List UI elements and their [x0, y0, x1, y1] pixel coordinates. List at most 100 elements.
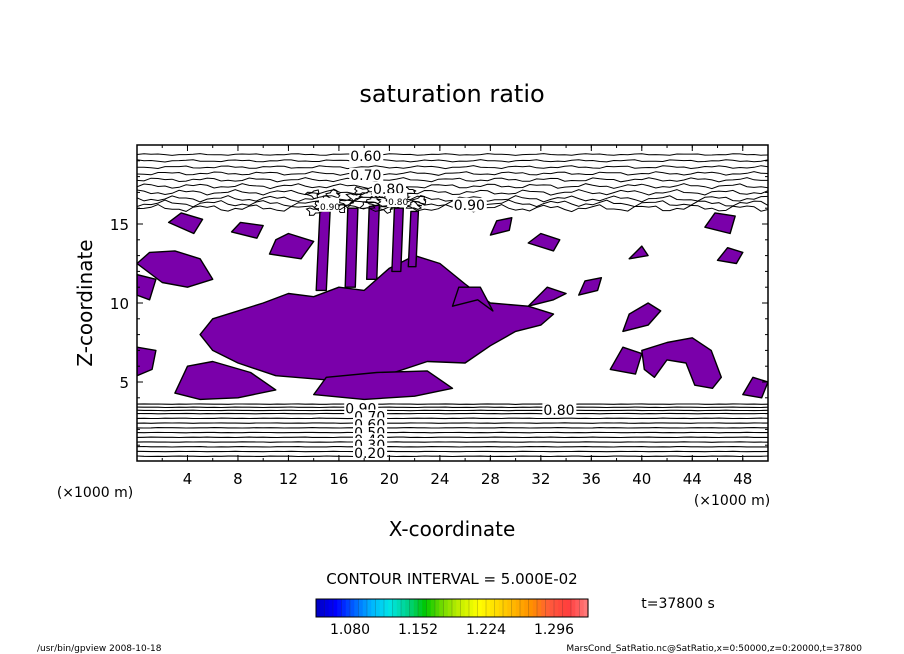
y-tick-label: 10: [110, 295, 129, 313]
colorbar-cell: [545, 599, 551, 617]
colorbar-cell: [396, 599, 402, 617]
x-unit-label-left: (×1000 m): [57, 485, 133, 501]
x-tick-label: 40: [632, 470, 651, 488]
colorbar-cell: [571, 599, 576, 617]
supersaturation-region: [628, 245, 649, 260]
colorbar-cell: [418, 599, 423, 617]
colorbar-cell: [388, 599, 394, 617]
contour-line: [137, 422, 768, 424]
colorbar-cell: [549, 599, 555, 617]
supersaturation-region: [407, 210, 420, 268]
contour-line: [137, 431, 768, 434]
colorbar-cell: [494, 599, 500, 617]
contour-loop: [411, 195, 427, 205]
x-axis-ticks: 4 8 12 16 20 24 28 32 36 40 44 48: [161, 145, 752, 488]
colorbar-cell: [486, 599, 491, 617]
contour-line: [137, 199, 768, 208]
colorbar-cell: [345, 599, 351, 617]
x-tick-label: 44: [683, 470, 702, 488]
colorbar-cell: [384, 599, 389, 617]
contour-line: [137, 165, 768, 170]
colorbar-cell: [490, 599, 496, 617]
colorbar-cell: [528, 599, 534, 617]
colorbar-cell: [379, 599, 385, 617]
contour-loop: [304, 189, 320, 200]
chart-title: saturation ratio: [359, 80, 544, 108]
contour-line: [137, 183, 768, 190]
colorbar-tick-label: 1.080: [330, 622, 370, 638]
colorbar-cell: [562, 599, 568, 617]
contour-label: 0.80: [543, 403, 574, 419]
supersaturation-region: [704, 212, 736, 235]
contour-label-bg: [371, 181, 406, 196]
colorbar-cell: [362, 599, 368, 617]
contour-label-bg: [353, 445, 388, 460]
colorbar-cell: [498, 599, 504, 617]
contour-labels: 0.600.700.800.900.900.800.900.800.700.60…: [318, 148, 577, 461]
x-tick-label: 48: [733, 470, 752, 488]
x-axis-label: X-coordinate: [389, 517, 516, 541]
contour-loop: [325, 188, 341, 199]
supersaturation-region: [137, 250, 214, 288]
y-axis-ticks: 5 10 15: [110, 160, 768, 446]
contour-label: 0.70: [350, 168, 381, 184]
colorbar-cell: [507, 599, 513, 617]
y-tick-label: 15: [110, 216, 129, 234]
colorbar-cell: [515, 599, 521, 617]
colorbar-cell: [316, 599, 321, 617]
supersaturation-region: [716, 247, 744, 265]
x-tick-label: 4: [183, 470, 193, 488]
colorbar-cell: [473, 599, 479, 617]
colorbar-cell: [320, 599, 326, 617]
contour-line: [137, 409, 768, 412]
x-tick-label: 28: [481, 470, 500, 488]
contour-lines: [137, 153, 768, 458]
colorbar-cell: [413, 599, 419, 617]
footer-left: /usr/bin/gpview 2008-10-18: [37, 644, 162, 654]
supersaturation-region: [268, 232, 315, 260]
supersaturation-region: [451, 286, 494, 312]
colorbar-cell: [350, 599, 355, 617]
colorbar-cell: [524, 599, 530, 617]
y-axis-label: Z-coordinate: [73, 239, 97, 366]
colorbar-cell: [324, 599, 330, 617]
colorbar-tick-label: 1.296: [534, 622, 574, 638]
supersaturation-regions: [137, 204, 768, 401]
colorbar-cell: [532, 599, 538, 617]
x-tick-label: 16: [329, 470, 348, 488]
x-tick-label: 24: [430, 470, 449, 488]
contour-line: [137, 441, 768, 443]
contour-line: [137, 406, 768, 409]
supersaturation-region: [641, 337, 722, 389]
supersaturation-region: [366, 204, 380, 280]
supersaturation-region: [174, 360, 277, 401]
colorbar-cell: [358, 599, 364, 617]
y-tick-label: 5: [119, 374, 129, 392]
contour-label: 0.90: [320, 203, 340, 213]
colorbar-cell: [375, 599, 381, 617]
colorbar-tick-label: 1.224: [466, 622, 506, 638]
x-tick-label: 12: [279, 470, 298, 488]
colorbar-cell: [537, 599, 542, 617]
colorbar: [315, 598, 589, 618]
contour-line: [137, 171, 768, 176]
colorbar-cell: [371, 599, 377, 617]
colorbar-cell: [575, 599, 581, 617]
plot-content: 0.600.700.800.900.900.800.900.800.700.60…: [137, 145, 768, 461]
supersaturation-region: [527, 286, 567, 307]
contour-line: [137, 159, 768, 163]
colorbar-cell: [579, 599, 585, 617]
contour-label-bg: [387, 193, 408, 208]
contour-label: 0.80: [388, 198, 408, 208]
supersaturation-region: [609, 346, 643, 375]
contour-line: [137, 445, 768, 448]
colorbar-cell: [477, 599, 483, 617]
x-tick-label: 8: [233, 470, 243, 488]
colorbar-cell: [367, 599, 372, 617]
contour-loop: [354, 186, 370, 196]
colorbar-cell: [422, 599, 428, 617]
colorbar-cell: [435, 599, 440, 617]
contour-label-bg: [452, 197, 487, 212]
colorbar-cell: [566, 599, 572, 617]
contour-label-bg: [542, 403, 577, 418]
